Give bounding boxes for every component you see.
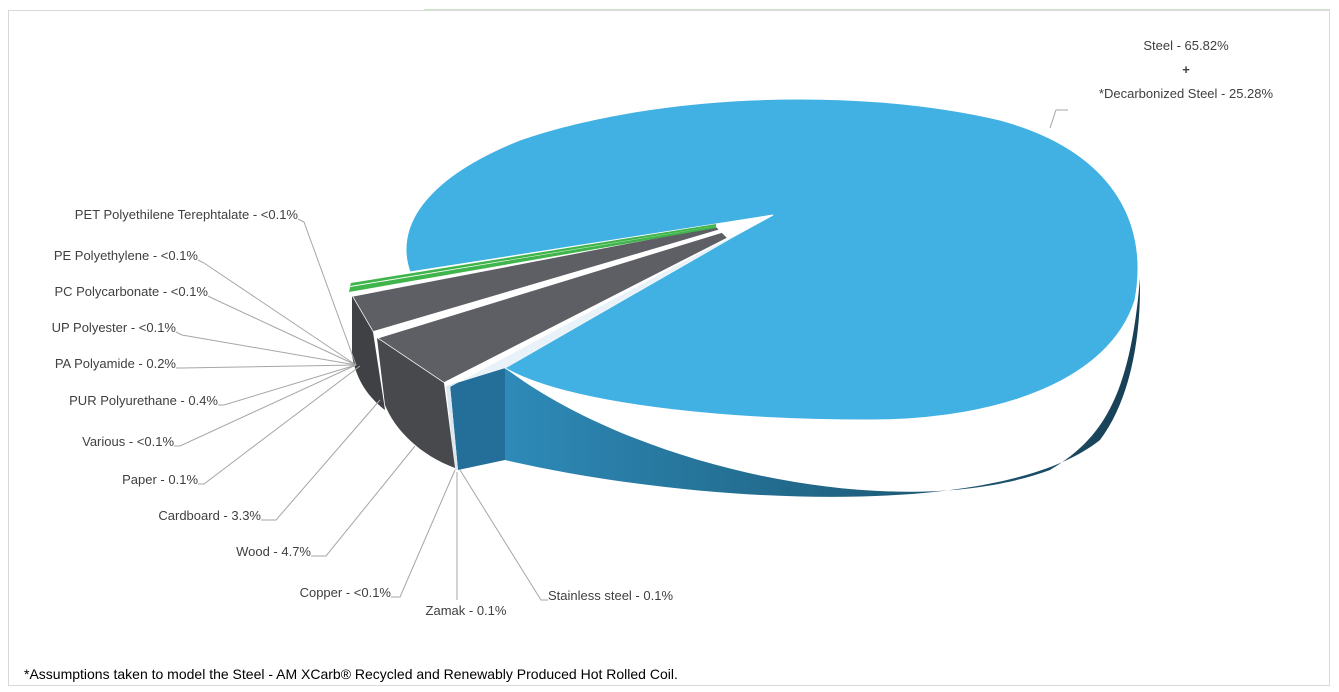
slice-label: Cardboard - 3.3% (158, 508, 261, 523)
leader-line (261, 399, 381, 521)
leader-line (207, 295, 357, 366)
leader-line (459, 469, 548, 601)
slice-pet-polyethilene-terephtalate (350, 224, 716, 286)
slice-label: Paper - 0.1% (122, 472, 198, 487)
leader-line (297, 218, 357, 366)
leader-line (198, 365, 361, 485)
leader-lines (174, 109, 1068, 601)
slice-label: Zamak - 0.1% (426, 603, 507, 618)
slice-label-decarbonized-steel: *Decarbonized Steel - 25.28% (1099, 86, 1274, 101)
pie-slices (349, 98, 1140, 497)
leader-line (218, 364, 357, 406)
slice-label: Stainless steel - 0.1% (548, 588, 673, 603)
slice-label: PET Polyethilene Terephtalate - <0.1% (75, 207, 299, 222)
leader-line (175, 331, 357, 366)
slice-label-plus: + (1182, 62, 1190, 77)
leader-line (391, 469, 456, 598)
slice-label: PC Polycarbonate - <0.1% (54, 284, 208, 299)
slice-labels: PET Polyethilene Terephtalate - <0.1% PE … (52, 38, 1274, 618)
slice-label: PA Polyamide - 0.2% (55, 356, 177, 371)
slice-stainless-steel (448, 237, 733, 388)
slice-zamak (446, 385, 458, 470)
leader-line (311, 445, 416, 557)
slice-steel (405, 98, 1139, 421)
chart-frame (8, 10, 1330, 686)
slice-label: PE Polyethylene - <0.1% (54, 248, 199, 263)
slice-steel-inner-wall (450, 368, 505, 470)
leader-line (174, 364, 357, 447)
slice-cardboard-side (352, 296, 385, 410)
slice-label: UP Polyester - <0.1% (52, 320, 177, 335)
slice-label: Various - <0.1% (82, 434, 174, 449)
slice-wood-side (377, 338, 455, 468)
leader-line (176, 364, 357, 369)
leader-line (197, 259, 357, 366)
slice-label-steel: Steel - 65.82% (1143, 38, 1229, 53)
leader-line (1049, 109, 1068, 129)
slice-label: Wood - 4.7% (236, 544, 311, 559)
slice-pe-polyethylene (349, 226, 716, 292)
footnote: *Assumptions taken to model the Steel - … (24, 666, 678, 682)
top-strip (424, 0, 1330, 10)
slice-label: PUR Polyurethane - 0.4% (69, 393, 218, 408)
slice-label: Copper - <0.1% (300, 585, 392, 600)
